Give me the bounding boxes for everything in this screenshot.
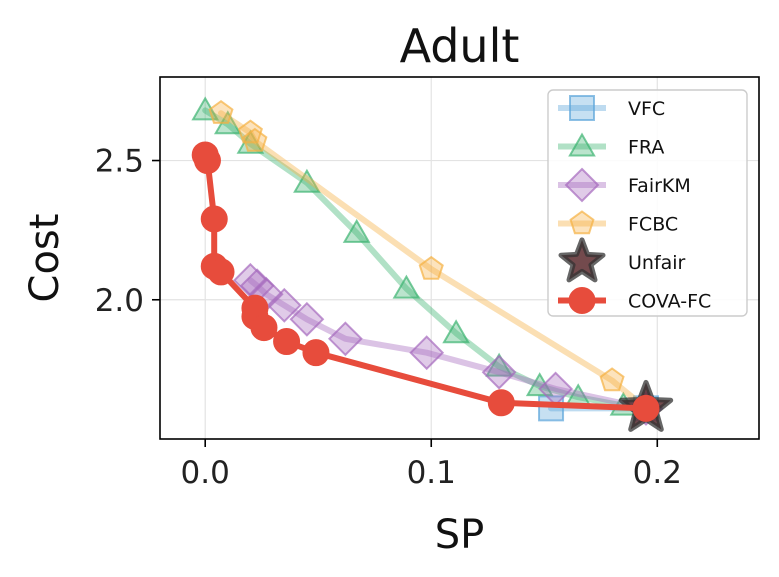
y-tick-label: 2.5: [95, 144, 144, 180]
legend-label-fairkm: FairKM: [628, 175, 691, 197]
data-point-fairkm: [409, 335, 445, 371]
data-point-fcbc: [242, 127, 268, 152]
x-axis-label: SP: [435, 512, 485, 558]
legend-label-cova-fc: COVA-FC: [628, 291, 711, 313]
data-point-cova-fc: [632, 394, 660, 422]
data-point-cova-fc: [207, 258, 235, 286]
data-point-fcbc: [599, 367, 625, 392]
y-axis-label: Cost: [22, 214, 68, 303]
data-point-cova-fc: [302, 339, 330, 367]
legend-item-unfair: Unfair: [558, 237, 686, 283]
legend-label-vfc: VFC: [628, 98, 665, 120]
legend-marker-fairkm: [564, 167, 600, 203]
legend-marker-vfc: [569, 95, 595, 121]
legend-marker-fra: [568, 132, 596, 157]
ticks: 0.0 0.1 0.2 2.0 2.5: [95, 144, 682, 491]
legend-label-fcbc: FCBC: [628, 214, 678, 236]
x-tick-label: 0.2: [633, 455, 682, 491]
legend-marker-cova-fc: [568, 287, 596, 314]
legend-item-vfc: VFC: [558, 95, 665, 121]
legend-item-fairkm: FairKM: [558, 167, 691, 203]
data-point-cova-fc: [273, 328, 301, 356]
data-point-fcbc: [418, 255, 444, 280]
legend-item-cova-fc: COVA-FC: [558, 287, 711, 314]
data-point-fairkm: [481, 354, 517, 390]
data-point-fra: [392, 274, 421, 299]
data-point-cova-fc: [487, 389, 515, 417]
series-line-fairkm: [247, 277, 649, 412]
legend-marker-unfair: [558, 237, 606, 283]
legend-item-fcbc: FCBC: [558, 210, 678, 236]
data-point-fcbc: [208, 99, 234, 124]
data-point-fra: [342, 218, 371, 243]
data-point-cova-fc: [250, 314, 278, 342]
legend-box: [547, 89, 748, 317]
data-point-fairkm: [266, 287, 302, 323]
x-tick-label: 0.0: [181, 455, 230, 491]
data-point-fairkm: [289, 301, 325, 337]
data-point-fra: [525, 372, 554, 397]
chart-title: Adult: [400, 19, 520, 73]
data-point-fra: [442, 319, 470, 344]
legend: VFC FRA FairKM FCBC Unfair COVA-FC: [547, 89, 748, 317]
plot-frame: [159, 76, 760, 440]
series-layer: [191, 96, 674, 432]
x-tick-label: 0.1: [407, 455, 456, 491]
legend-label-fra: FRA: [628, 137, 664, 159]
data-point-fairkm: [327, 321, 363, 357]
legend-label-unfair: Unfair: [628, 252, 686, 274]
data-point-fra: [485, 352, 513, 377]
legend-marker-fcbc: [569, 210, 595, 235]
data-point-fra: [293, 168, 321, 193]
y-tick-label: 2.0: [95, 283, 144, 319]
legend-item-fra: FRA: [558, 132, 664, 159]
series-cova-fc: [191, 141, 660, 422]
series-line-fcbc: [218, 110, 649, 412]
data-point-cova-fc: [200, 205, 228, 233]
data-point-cova-fc: [193, 147, 221, 175]
